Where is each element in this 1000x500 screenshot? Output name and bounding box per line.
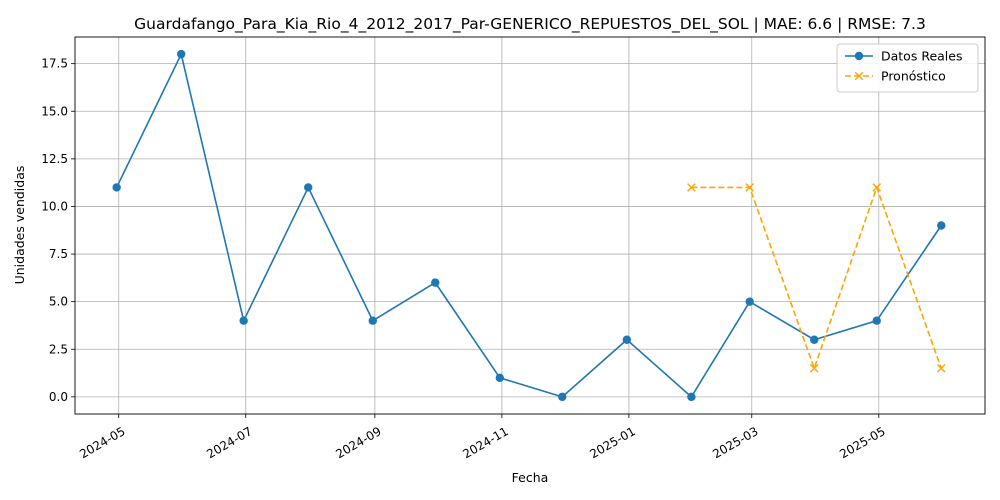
data-point	[872, 316, 881, 325]
y-tick-label: 17.5	[41, 57, 68, 71]
x-tick-label: 2025-05	[837, 424, 887, 461]
y-tick-label: 10.0	[41, 199, 68, 213]
data-point	[687, 183, 696, 192]
axis-ticks: 0.0 2.5 5.0 7.5 10.0 12.5 15.0 17.5 2024-05 2024-…	[41, 57, 887, 462]
y-tick-label: 12.5	[41, 152, 68, 166]
data-point	[622, 335, 632, 344]
legend: Datos Reales Pronóstico	[836, 43, 979, 93]
data-point	[112, 183, 121, 192]
y-axis-label: Unidades vendidas	[12, 166, 27, 285]
data-point	[177, 49, 186, 59]
data-point	[368, 316, 377, 325]
chart-title: Guardafango_Para_Kia_Rio_4_2012_2017_Par…	[134, 15, 926, 34]
series-line	[115, 51, 942, 399]
x-tick-label: 2024-07	[204, 424, 254, 461]
series-layer	[112, 49, 946, 402]
data-point	[937, 221, 946, 230]
data-point	[687, 392, 696, 402]
x-tick-label: 2024-11	[460, 424, 510, 461]
legend-label: Datos Reales	[881, 49, 962, 64]
data-point	[745, 297, 754, 306]
x-tick-label: 2025-01	[587, 424, 637, 461]
y-tick-label: 7.5	[49, 247, 68, 261]
data-point	[872, 183, 882, 192]
x-tick-label: 2024-05	[77, 424, 127, 461]
series-line	[691, 185, 943, 371]
data-point	[239, 316, 248, 325]
data-point	[558, 392, 567, 402]
y-tick-label: 5.0	[49, 295, 68, 309]
x-tick-label: 2024-09	[333, 424, 383, 461]
grid	[75, 37, 985, 414]
x-tick-label: 2025-03	[710, 424, 760, 461]
data-point	[936, 364, 946, 373]
data-point	[745, 183, 754, 192]
y-tick-label: 0.0	[49, 390, 68, 404]
legend-marker	[854, 71, 864, 81]
legend-label: Pronóstico	[881, 69, 946, 84]
y-tick-label: 2.5	[49, 342, 68, 356]
series-forecast	[687, 183, 946, 373]
data-point	[810, 335, 819, 344]
plot-frame	[74, 36, 986, 415]
data-point	[431, 278, 440, 287]
data-point	[809, 364, 819, 373]
data-point	[495, 373, 505, 383]
series-actual	[112, 49, 946, 402]
x-axis-label: Fecha	[512, 470, 549, 485]
data-point	[304, 183, 313, 192]
y-tick-label: 15.0	[41, 104, 68, 118]
legend-marker	[854, 51, 864, 61]
